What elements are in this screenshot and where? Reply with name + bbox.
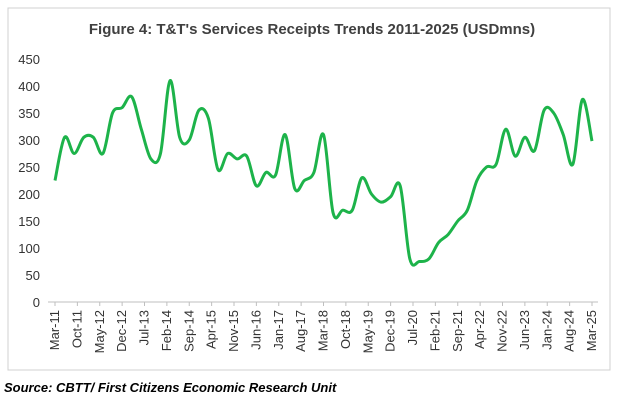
data-line [53,79,594,267]
y-tick-label: 300 [18,133,40,148]
x-tick-label: Jun-16 [248,310,263,350]
x-tick-label: Sep-14 [181,310,196,352]
y-tick-label: 100 [18,241,40,256]
y-tick-label: 50 [26,268,40,283]
x-tick-label: Nov-22 [495,310,510,352]
y-tick-label: 150 [18,214,40,229]
x-tick-label: Aug-17 [293,310,308,352]
y-tick-label: 350 [18,106,40,121]
y-tick-label: 0 [33,295,40,310]
x-tick-label: Jul-20 [405,310,420,345]
x-tick-label: Feb-21 [427,310,442,351]
x-tick-label: Oct-18 [338,310,353,349]
x-tick-label: Mar-18 [316,310,331,351]
x-tick-label: Jun-23 [517,310,532,350]
y-tick-label: 400 [18,79,40,94]
source-note: Source: CBTT/ First Citizens Economic Re… [4,380,337,395]
chart-border [7,7,611,371]
x-tick-label: Mar-25 [584,310,599,351]
x-tick-label: May-19 [360,310,375,353]
x-tick-label: May-12 [92,310,107,353]
x-tick-label: Dec-19 [383,310,398,352]
x-tick-label: Apr-22 [472,310,487,349]
x-tick-label: Jul-13 [137,310,152,345]
x-tick-label: Aug-24 [562,310,577,352]
x-tick-label: Feb-14 [159,310,174,351]
y-tick-label: 450 [18,52,40,67]
x-tick-label: Sep-21 [450,310,465,352]
y-tick-label: 200 [18,187,40,202]
x-tick-label: Dec-12 [114,310,129,352]
x-tick-label: Oct-11 [69,310,84,348]
x-tick-label: Nov-15 [226,310,241,352]
chart-title: Figure 4: T&T's Services Receipts Trends… [89,21,535,38]
y-tick-label: 250 [18,160,40,175]
x-tick-label: Mar-11 [47,310,62,350]
x-tick-label: Jan-24 [539,310,554,350]
x-tick-label: Jan-17 [271,310,286,350]
x-tick-label: Apr-15 [204,310,219,349]
